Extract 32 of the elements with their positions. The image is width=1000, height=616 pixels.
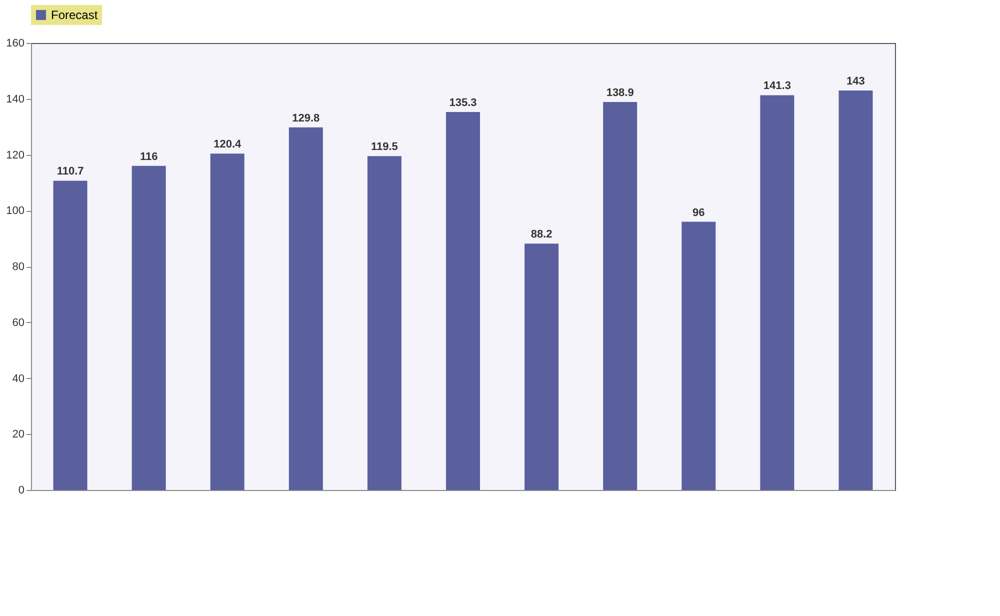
data-label: 110.7 xyxy=(56,166,84,178)
data-label: 138.9 xyxy=(606,86,634,99)
legend-label: Forecast xyxy=(51,8,98,22)
y-tick-label: 140 xyxy=(6,93,24,106)
bar xyxy=(210,154,244,490)
data-label: 96 xyxy=(692,206,705,219)
bar xyxy=(132,166,166,490)
data-label: 143 xyxy=(846,75,865,88)
data-label: 116 xyxy=(140,150,158,163)
bar xyxy=(288,127,323,490)
bar xyxy=(682,222,716,490)
data-label: 119.5 xyxy=(370,141,398,154)
bar xyxy=(603,102,638,490)
bar xyxy=(367,156,402,490)
bar xyxy=(524,244,559,490)
data-label: 141.3 xyxy=(763,80,791,92)
y-tick-label: 20 xyxy=(12,428,24,441)
y-tick-label: 160 xyxy=(6,38,24,50)
data-label: 135.3 xyxy=(449,97,477,110)
bar xyxy=(446,112,480,490)
bar xyxy=(838,90,873,490)
y-tick-label: 100 xyxy=(6,205,24,218)
y-tick-label: 60 xyxy=(12,316,24,329)
data-label: 129.8 xyxy=(292,112,320,124)
bar xyxy=(53,180,88,490)
bar xyxy=(760,95,794,490)
y-tick-label: 80 xyxy=(12,261,24,273)
y-tick-label: 0 xyxy=(18,484,24,496)
y-tick-label: 40 xyxy=(12,372,24,385)
data-label: 88.2 xyxy=(530,228,552,241)
data-label: 120.4 xyxy=(214,138,242,151)
y-tick-label: 120 xyxy=(6,149,24,162)
